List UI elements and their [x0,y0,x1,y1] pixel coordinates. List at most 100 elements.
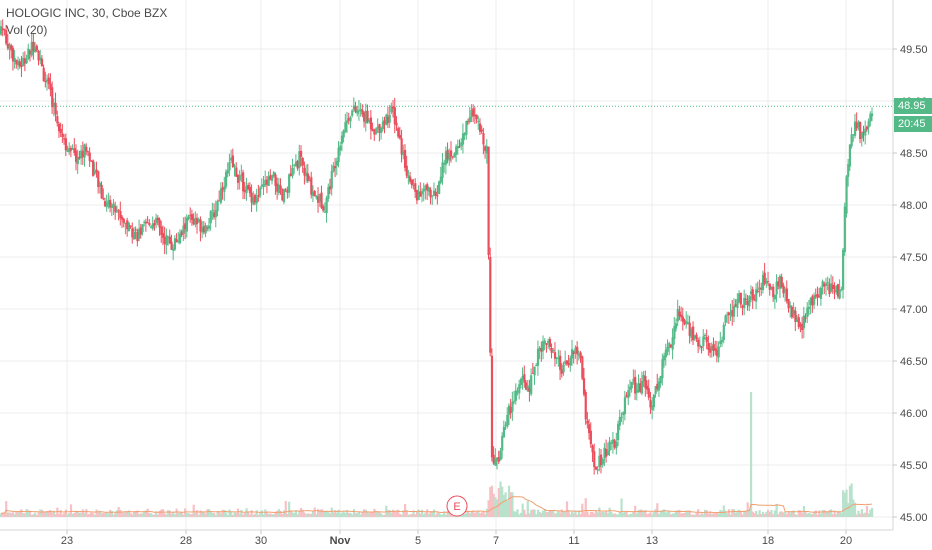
volume-bar [250,510,253,517]
volume-bar [478,513,482,517]
candle-body [252,197,255,205]
candle-body [639,383,642,392]
candle-body [281,189,284,201]
candle-body [134,229,137,231]
volume-bar [628,514,632,517]
candle-body [572,351,575,355]
volume-bar [813,511,816,517]
candle-body [738,293,741,302]
volume-bar [269,513,272,517]
volume-bar [789,512,792,517]
volume-bar [340,512,344,517]
candle-body [207,225,211,229]
volume-bar [649,512,652,517]
candle-body [211,210,214,212]
volume-bar [337,509,340,517]
candle-body [235,167,238,177]
candle-body [656,383,659,390]
volume-bar [308,513,311,517]
candle-body [634,376,637,394]
candle-body [635,390,638,393]
volume-bar [187,513,190,517]
time-tick-label: 5 [415,535,421,547]
volume-bar [843,492,846,517]
candle-body [109,199,112,208]
candle-body [126,220,129,230]
volume-bar [513,511,516,517]
candle-body [530,375,533,395]
candle-body [780,276,783,287]
volume-bar [683,512,686,517]
candle-body [86,151,90,153]
candle-body [765,281,768,284]
candle-body [124,222,127,225]
symbol-title[interactable]: HOLOGIC INC, 30, Cboe BZX [6,6,168,20]
volume-bar [5,501,8,517]
volume-bar [475,511,478,517]
candle-body [20,64,23,67]
candle-body [151,223,154,229]
candle-body [49,83,52,90]
volume-bar [395,510,398,517]
volume-bar [44,512,47,517]
volume-bar [248,514,252,517]
candle-body [577,354,581,356]
volume-bar [409,514,412,517]
volume-bar [209,510,212,517]
candle-body [615,442,618,449]
volume-bar [352,509,356,517]
earnings-marker[interactable]: E [446,495,468,517]
volume-bar [271,514,274,517]
volume-indicator-label[interactable]: Vol (20) [6,23,48,37]
candle-body [618,416,621,426]
candle-body [385,114,388,125]
volume-bar [826,511,829,517]
volume-bar [787,511,790,517]
candle-body [853,121,857,136]
candle-body [136,231,139,242]
time-axis[interactable]: 23 28 30 Nov 5 7 11 13 18 20 [0,529,893,547]
candle-body [170,241,173,250]
volume-bar [807,513,811,517]
volume-bar [838,511,841,517]
volume-bar [141,513,144,517]
volume-bar [635,513,638,517]
volume-bar [693,514,696,517]
volume-bar [470,511,473,517]
volume-bar [574,510,577,517]
candle-body [403,149,407,168]
candle-body [216,201,219,212]
volume-bar [0,513,3,517]
volume-bar [668,510,671,517]
candle-body [410,179,413,185]
candle-body [149,226,153,228]
candle-body [95,169,98,172]
candle-body [480,129,483,132]
candle-body [378,124,381,133]
volume-bar [83,512,86,517]
candle-body [83,144,86,158]
candle-body [671,337,674,350]
candle-body [415,190,419,201]
volume-bar [320,509,323,517]
volume-bar [654,509,657,517]
candle-body [103,201,107,207]
volume-bar [284,500,287,517]
candle-body [293,164,296,166]
candle-body [531,372,535,374]
candle-body [51,87,54,108]
candle-body [840,289,843,291]
candle-body [484,146,487,151]
candle-body [818,295,821,297]
candle-body [497,457,500,462]
volume-bar [644,509,647,517]
candle-body [15,60,18,65]
candle-body [519,379,523,385]
candle-body [867,121,870,128]
candle-body [129,225,132,227]
volume-bar [22,513,25,517]
volume-bar [59,510,62,517]
price-axis[interactable]: 49.5049.0048.5048.0047.5047.0046.5046.00… [892,0,928,530]
volume-bar [627,514,630,517]
